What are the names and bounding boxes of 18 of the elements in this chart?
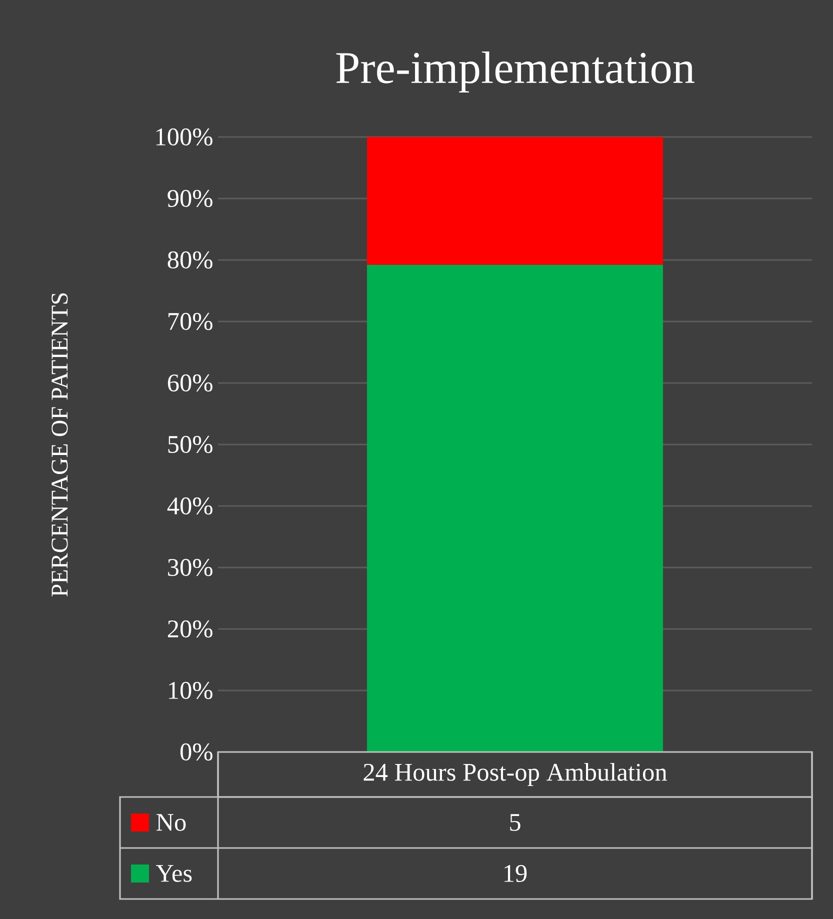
y-tick-label: 10%	[169, 682, 212, 700]
y-tick-label: 70%	[168, 312, 212, 330]
y-tick-label: 80%	[168, 251, 212, 269]
y-tick-label: 20%	[168, 620, 212, 638]
y-tick-label: 40%	[167, 497, 212, 515]
y-tick-label: 30%	[168, 558, 212, 576]
y-tick-label: 60%	[168, 374, 212, 392]
legend-label: No	[156, 814, 186, 831]
y-tick-label: 90%	[168, 190, 212, 208]
chart-title: Pre-implementation	[336, 51, 694, 93]
y-axis-title: PERCENTAGE OF PATIENTS	[52, 293, 68, 596]
text: 19	[504, 864, 527, 882]
x-tick-label: 24 Hours Post-op Ambulation	[364, 763, 667, 786]
y-tick-label: 0%	[180, 743, 212, 761]
legend-label: Yes	[156, 865, 192, 882]
text: 5	[510, 814, 520, 831]
y-tick-label: 50%	[168, 436, 212, 454]
y-tick-label: 100%	[156, 128, 212, 146]
